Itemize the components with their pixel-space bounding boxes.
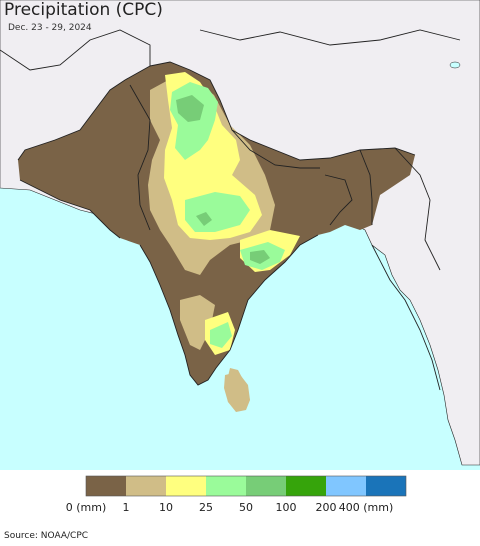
date-range: Dec. 23 - 29, 2024 (8, 23, 92, 33)
land-very-heavy-rain-patch (176, 95, 270, 264)
legend-swatch (326, 476, 366, 496)
legend-swatch (166, 476, 206, 496)
precipitation-legend: 0 (mm) 1 10 25 50 100 200 400 (mm) (0, 472, 480, 522)
legend-tick-label: 400 (mm) (339, 501, 394, 514)
legend-tick-label: 25 (199, 501, 213, 514)
legend-swatch (206, 476, 246, 496)
legend-tick-label: 200 (316, 501, 337, 514)
lake (449, 61, 461, 69)
legend-tick-label: 0 (mm) (66, 501, 107, 514)
legend-swatch (286, 476, 326, 496)
source-note: Source: NOAA/CPC (4, 531, 89, 541)
legend-frame (85, 475, 407, 497)
legend-tick-label: 1 (123, 501, 130, 514)
legend-swatch (246, 476, 286, 496)
legend-swatch (366, 476, 406, 496)
legend-scale: 0 (mm) 1 10 25 50 100 200 400 (mm) (66, 475, 407, 514)
sri-lanka (226, 368, 250, 412)
legend-swatch (126, 476, 166, 496)
page-title: Precipitation (CPC) (4, 0, 163, 20)
borders (0, 29, 461, 391)
precipitation-map (0, 0, 480, 470)
legend-tick-label: 50 (239, 501, 253, 514)
legend-tick-label: 10 (159, 501, 173, 514)
land-heavy-rain-region (170, 82, 285, 348)
legend-swatch (86, 476, 126, 496)
legend-tick-label: 100 (276, 501, 297, 514)
